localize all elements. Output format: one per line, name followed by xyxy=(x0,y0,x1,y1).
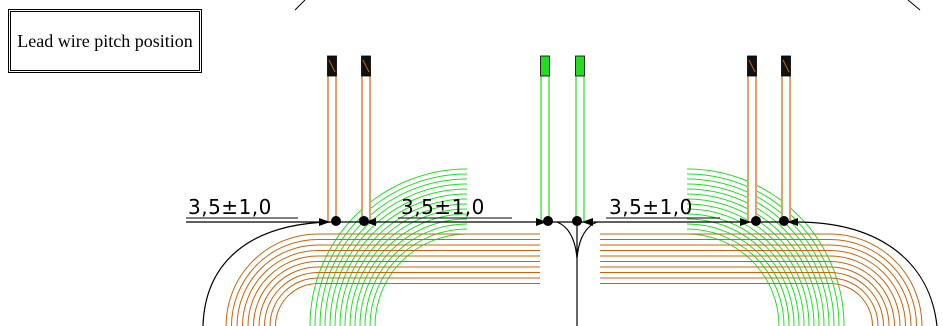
lead-tip xyxy=(575,55,585,77)
lead-dot-6 xyxy=(779,216,789,226)
green-winding xyxy=(354,213,468,326)
lead-backing xyxy=(575,72,585,222)
lead-tip-mark xyxy=(362,59,370,73)
lead-tip-mark xyxy=(748,59,756,73)
green-winding xyxy=(686,173,840,326)
orange-winding-left xyxy=(231,239,319,326)
green-winding xyxy=(686,183,830,326)
lead-backing xyxy=(327,72,337,222)
orange-winding-right xyxy=(829,283,873,326)
coil-windings xyxy=(225,168,923,326)
green-winding xyxy=(686,223,790,326)
green-winding xyxy=(686,198,815,326)
orange-winding-right xyxy=(829,239,917,326)
green-winding xyxy=(349,208,468,326)
green-winding xyxy=(324,183,468,326)
lead-tip-mark xyxy=(328,59,336,73)
arrow-5 xyxy=(740,218,751,226)
green-winding xyxy=(329,188,468,326)
green-winding xyxy=(686,188,825,326)
title-box: Lead wire pitch position xyxy=(8,9,202,73)
green-winding xyxy=(686,168,845,326)
arrow-3 xyxy=(536,218,547,226)
green-winding xyxy=(339,198,468,326)
orange-winding-right xyxy=(829,233,923,326)
arrow-4 xyxy=(582,218,593,226)
green-winding xyxy=(369,228,468,326)
green-winding xyxy=(686,233,780,326)
green-winding xyxy=(309,168,468,326)
lead-backing xyxy=(781,72,791,222)
orange-winding-left xyxy=(269,277,319,326)
title-text: Lead wire pitch position xyxy=(17,31,193,51)
orange-winding-left xyxy=(247,255,319,326)
orange-winding-left xyxy=(242,250,319,326)
outer-arc-left xyxy=(202,221,331,326)
lead-dot-3 xyxy=(543,216,553,226)
top-mark-left xyxy=(294,0,306,11)
orange-winding-left xyxy=(225,233,319,326)
dimension-label-3: 3,5±1,0 xyxy=(609,195,693,219)
orange-winding-left xyxy=(264,272,319,326)
orange-winding-right xyxy=(829,255,901,326)
center-fork-right xyxy=(576,221,598,259)
lead-dot-2 xyxy=(359,216,369,226)
lead-dot-5 xyxy=(751,216,761,226)
orange-winding-right xyxy=(829,261,895,326)
lead-dot-1 xyxy=(331,216,341,226)
arrow-2 xyxy=(365,218,376,226)
lead-wires xyxy=(327,55,791,222)
outer-arc-right xyxy=(795,221,938,326)
lead-backing xyxy=(361,72,371,222)
green-winding xyxy=(686,213,800,326)
green-winding xyxy=(364,223,468,326)
dimension-label-2: 3,5±1,0 xyxy=(401,195,485,219)
green-winding xyxy=(374,233,468,326)
green-winding xyxy=(334,193,468,326)
orange-winding-left xyxy=(253,261,319,326)
lead-tip xyxy=(540,55,550,77)
dimension-label-1: 3,5±1,0 xyxy=(188,195,272,219)
center-fork-left xyxy=(556,221,578,259)
orange-winding-right xyxy=(829,277,879,326)
orange-winding-right xyxy=(829,266,890,326)
green-winding xyxy=(686,208,805,326)
orange-winding-left xyxy=(275,283,319,326)
top-mark-right xyxy=(907,0,921,11)
orange-winding-right xyxy=(829,272,884,326)
orange-winding-right xyxy=(829,250,906,326)
arrow-6 xyxy=(787,218,798,226)
orange-winding-right xyxy=(829,244,912,326)
green-winding xyxy=(686,193,820,326)
green-winding xyxy=(686,228,785,326)
lead-backing xyxy=(747,72,757,222)
green-winding xyxy=(314,173,468,326)
lead-tip-mark xyxy=(782,59,790,73)
orange-winding-left xyxy=(258,266,319,326)
lead-backing xyxy=(540,72,550,222)
arrow-1 xyxy=(319,218,330,226)
orange-winding-left xyxy=(236,244,319,326)
lead-dot-4 xyxy=(572,216,582,226)
